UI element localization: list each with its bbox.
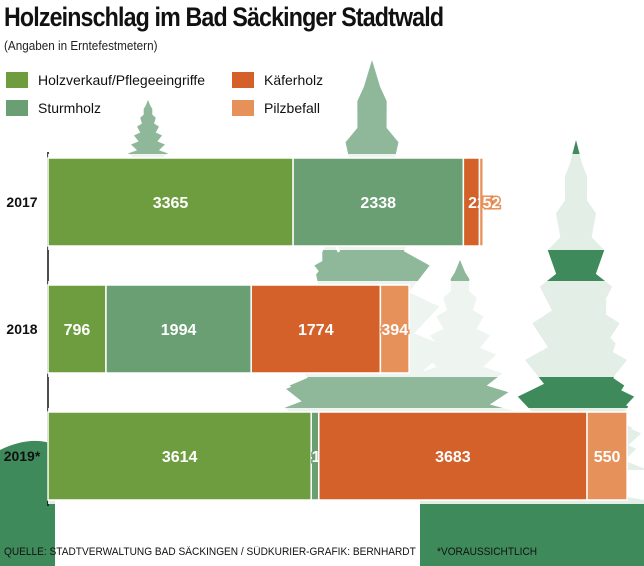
bar-value-label: 550 [594,449,621,466]
source-note: QUELLE: STADTVERWALTUNG BAD SÄCKINGEN / … [4,546,416,558]
bar-value-label: 796 [64,322,91,339]
bar-segment [250,284,382,374]
category-label: 2019* [4,448,41,464]
legend-label-kaeferholz: Käferholz [264,72,324,88]
bar-value-label: 3365 [153,195,189,212]
legend-label-holzverkauf: Holzverkauf/Pflegeeingriffe [38,72,206,88]
bar-value-label: 2338 [360,195,396,212]
category-label: 2017 [6,194,37,210]
bar-segment [47,157,294,247]
bar-value-label: 3683 [435,449,471,466]
bar-value-label: 3614 [162,449,198,466]
ground-hill [0,440,644,566]
bar-segment [47,284,107,374]
legend-label-pilzbefall: Pilzbefall [264,100,321,116]
legend-swatch-kaeferholz [232,72,254,88]
legend-item-pilzbefall: Pilzbefall [232,100,320,116]
footnote: *VORAUSSICHTLICH [437,546,538,558]
bar-segment [292,157,465,247]
category-label: 2018 [6,321,37,337]
legend-label-sturmholz: Sturmholz [38,100,102,116]
legend-item-sturmholz: Sturmholz [6,100,101,116]
bar-value-label: 52 [482,195,500,212]
legend: Holzverkauf/Pflegeeingriffe Käferholz St… [6,70,426,120]
bar-value-label: 1774 [298,322,334,339]
bar-segment [47,411,312,501]
chart-title: Holzeinschlag im Bad Säckinger Stadtwald [4,2,444,32]
legend-item-holzverkauf: Holzverkauf/Pflegeeingriffe [6,72,205,88]
bar-segment [586,411,628,501]
bar-value-label: 394 [381,322,408,339]
bar-value-label: 1994 [161,322,197,339]
chart-subtitle: (Angaben in Erntefestmetern) [4,38,158,53]
bar-segment [478,157,485,247]
legend-swatch-sturmholz [6,100,28,116]
bar-segment [318,411,588,501]
legend-swatch-holzverkauf [6,72,28,88]
bar-segment [379,284,410,374]
legend-item-kaeferholz: Käferholz [232,72,323,88]
legend-swatch-pilzbefall [232,100,254,116]
